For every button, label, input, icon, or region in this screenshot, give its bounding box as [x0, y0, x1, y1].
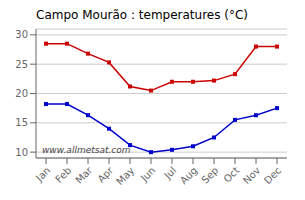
svg-text:15: 15	[15, 117, 28, 128]
html-text:Campo Mourão : temperatures (°: Campo Mourão : temperatures (°C)	[36, 8, 248, 22]
svg-text:Jun: Jun	[138, 165, 158, 185]
svg-text:Jan: Jan	[33, 165, 52, 184]
svg-text:Jul: Jul	[161, 165, 178, 182]
svg-text:Mar: Mar	[73, 164, 95, 186]
svg-text:20: 20	[15, 88, 28, 99]
svg-text:30: 30	[15, 29, 28, 40]
svg-text:Aug: Aug	[178, 165, 200, 186]
svg-text:25: 25	[15, 59, 28, 70]
svg-text:Feb: Feb	[53, 165, 73, 185]
svg-text:Sep: Sep	[199, 165, 220, 186]
svg-text:Dec: Dec	[262, 165, 283, 186]
svg-text:Apr: Apr	[95, 164, 116, 185]
svg-text:10: 10	[15, 147, 28, 158]
svg-text:May: May	[114, 165, 136, 186]
html-text:www.allmetsat.com: www.allmetsat.com	[42, 145, 131, 155]
svg-text:Nov: Nov	[241, 165, 263, 186]
svg-text:Oct: Oct	[221, 165, 241, 185]
